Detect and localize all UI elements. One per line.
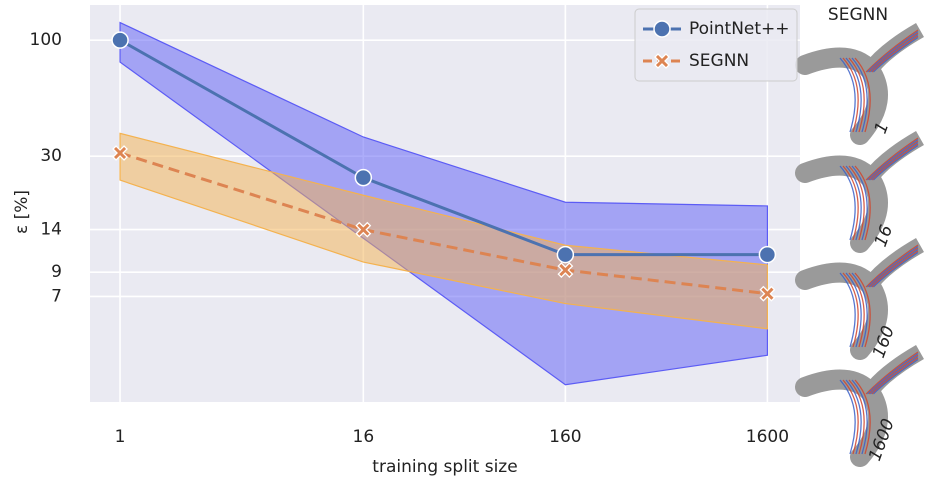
x-tick-label: 160 (549, 427, 581, 447)
vessel-image (805, 245, 920, 350)
vessel-image (805, 30, 920, 135)
legend: PointNet++ SEGNN (635, 9, 797, 81)
chart: training split size ε [%] SEGNN 11616016… (0, 0, 925, 483)
inset-label: 1 (871, 119, 893, 136)
x-tick-label: 1 (115, 427, 126, 447)
inset-title: SEGNN (828, 5, 888, 25)
y-tick-label: 100 (30, 30, 62, 50)
x-tick-label: 1600 (746, 427, 789, 447)
marker (112, 32, 128, 48)
legend-label: SEGNN (689, 51, 749, 71)
vessel-image (805, 138, 920, 243)
marker (355, 170, 371, 186)
y-tick-label: 9 (51, 262, 62, 282)
x-axis-label: training split size (372, 457, 517, 477)
legend-marker (654, 21, 670, 37)
marker (759, 247, 775, 263)
legend-label: PointNet++ (689, 19, 790, 39)
y-tick-label: 30 (40, 146, 62, 166)
x-tick-label: 16 (353, 427, 375, 447)
y-axis-label: ε [%] (12, 190, 32, 234)
y-tick-label: 7 (51, 286, 62, 306)
vessel-image (805, 352, 920, 457)
y-tick-label: 14 (40, 220, 62, 240)
marker (557, 247, 573, 263)
